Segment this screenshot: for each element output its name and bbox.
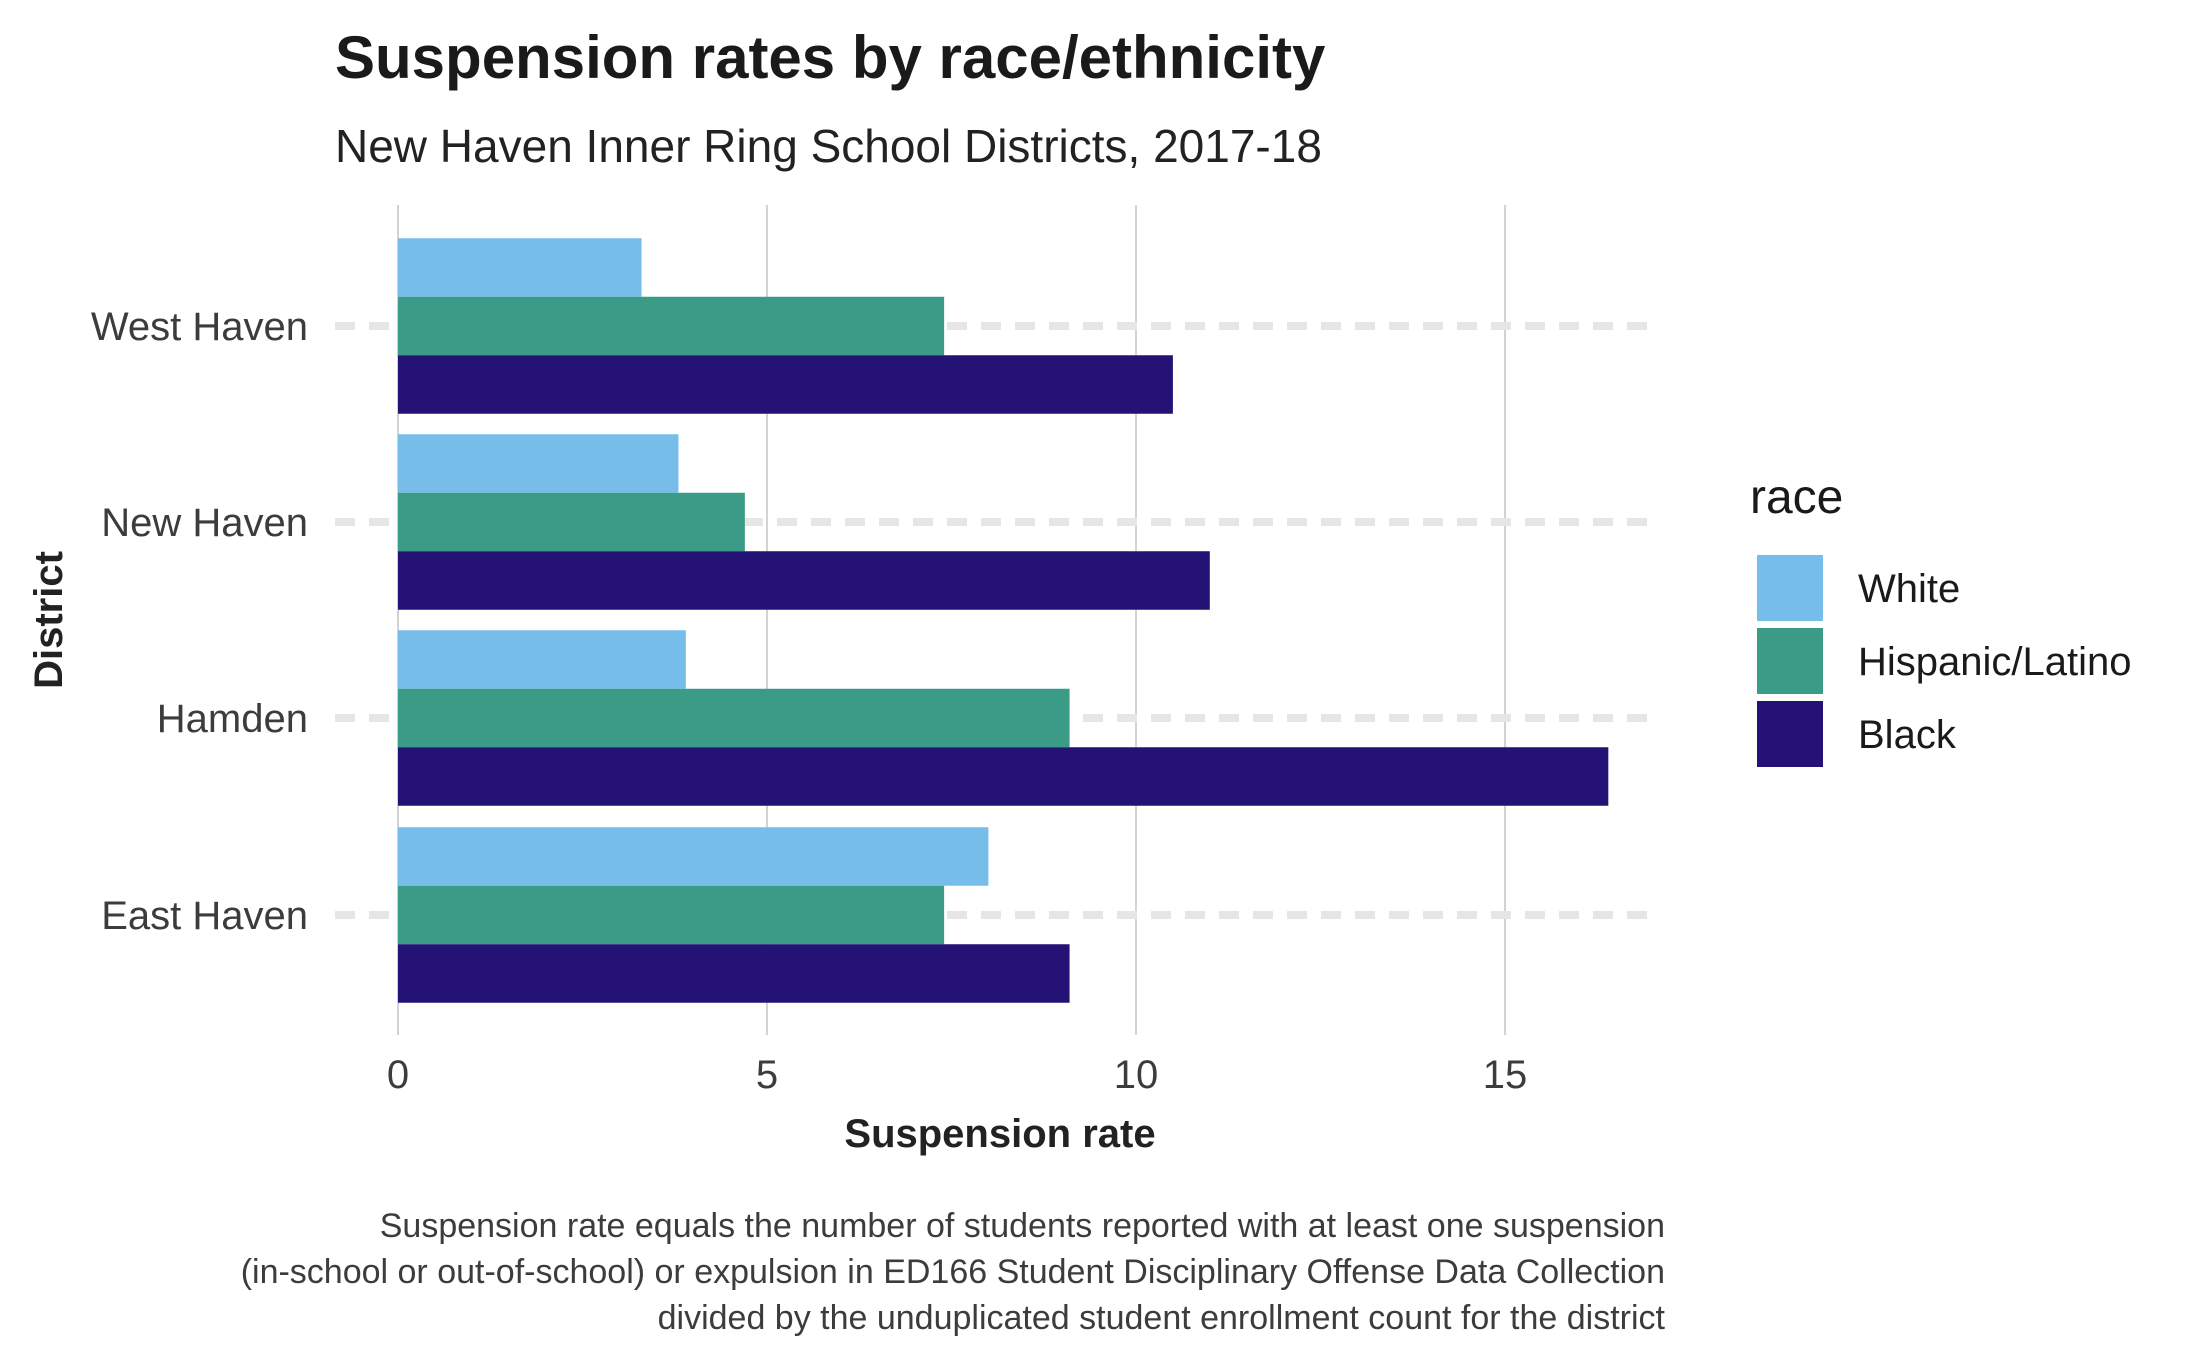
legend-title: race <box>1750 471 1843 524</box>
bars <box>398 238 1609 1003</box>
legend-swatch-white <box>1757 555 1823 621</box>
y-tick-label: New Haven <box>101 501 308 545</box>
caption-line: Suspension rate equals the number of stu… <box>380 1207 1665 1245</box>
chart-subtitle: New Haven Inner Ring School Districts, 2… <box>335 120 1322 172</box>
y-tick-label: Hamden <box>157 697 308 741</box>
caption-line: (in-school or out-of-school) or expulsio… <box>241 1253 1665 1291</box>
bar-east-haven-white <box>398 827 989 886</box>
bar-new-haven-white <box>398 434 679 493</box>
bar-new-haven-black <box>398 551 1210 610</box>
bar-west-haven-black <box>398 355 1173 414</box>
bar-hamden-hispanic-latino <box>398 688 1070 748</box>
x-axis-title: Suspension rate <box>844 1112 1155 1156</box>
legend-swatch-hispanic-latino <box>1757 628 1823 694</box>
x-tick-labels: 0 5 10 15 <box>387 1053 1527 1097</box>
x-tick-label: 5 <box>756 1053 778 1097</box>
legend-swatch-black <box>1757 701 1823 767</box>
legend: White Hispanic/Latino Black <box>1757 555 2132 767</box>
legend-label-hispanic-latino: Hispanic/Latino <box>1858 640 2132 684</box>
legend-label-white: White <box>1858 567 1960 611</box>
bar-east-haven-black <box>398 944 1070 1003</box>
y-tick-label: East Haven <box>101 894 308 938</box>
y-tick-labels: West Haven New Haven Hamden East Haven <box>91 305 308 938</box>
y-tick-label: West Haven <box>91 305 308 349</box>
bar-west-haven-white <box>398 238 642 297</box>
bar-hamden-white <box>398 630 686 689</box>
bar-new-haven-hispanic-latino <box>398 492 745 552</box>
caption: Suspension rate equals the number of stu… <box>241 1207 1666 1337</box>
chart-title: Suspension rates by race/ethnicity <box>335 24 1326 91</box>
x-tick-label: 0 <box>387 1053 409 1097</box>
bar-west-haven-hispanic-latino <box>398 296 945 356</box>
bar-hamden-black <box>398 747 1609 806</box>
y-axis-title: District <box>27 551 71 689</box>
caption-line: divided by the unduplicated student enro… <box>658 1299 1666 1337</box>
legend-label-black: Black <box>1858 713 1957 757</box>
bar-east-haven-hispanic-latino <box>398 885 945 945</box>
x-tick-label: 15 <box>1483 1053 1528 1097</box>
x-tick-label: 10 <box>1114 1053 1159 1097</box>
